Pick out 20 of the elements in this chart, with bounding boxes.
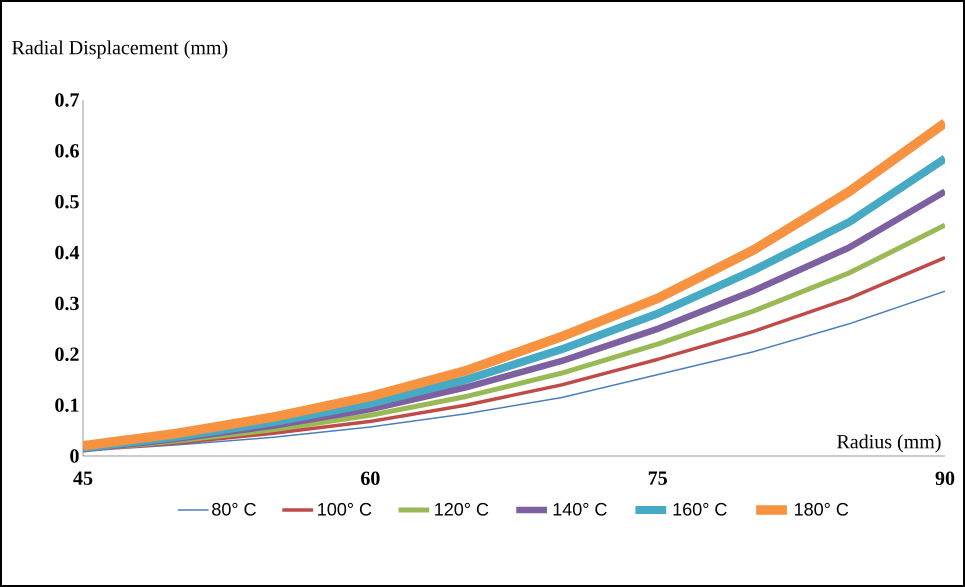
y-axis-title: Radial Displacement (mm) (12, 40, 228, 58)
y-tick-label: 0.5 (55, 194, 79, 209)
legend-label: 120° C (435, 502, 488, 516)
x-tick-label: 60 (361, 472, 380, 486)
x-tick-label: 45 (73, 472, 92, 485)
legend-label: 140° C (554, 502, 607, 516)
y-tick-label: 0.4 (55, 246, 80, 260)
y-tick-label: 0.1 (55, 398, 78, 412)
legend-label: 100° C (318, 502, 372, 516)
x-axis-title: Radius (mm) (837, 434, 941, 452)
y-tick-label: 0.3 (55, 296, 79, 310)
y-tick-label: 0 (70, 449, 79, 463)
x-tick-label: 90 (936, 472, 954, 486)
legend-label: 80° C (212, 502, 256, 516)
y-tick-label: 0.7 (55, 93, 79, 107)
x-tick-label: 75 (648, 472, 667, 485)
y-tick-label: 0.2 (55, 347, 79, 362)
legend-label: 180° C (795, 502, 848, 516)
legend-label: 160° C (674, 502, 727, 516)
y-tick-label: 0.6 (55, 144, 79, 158)
